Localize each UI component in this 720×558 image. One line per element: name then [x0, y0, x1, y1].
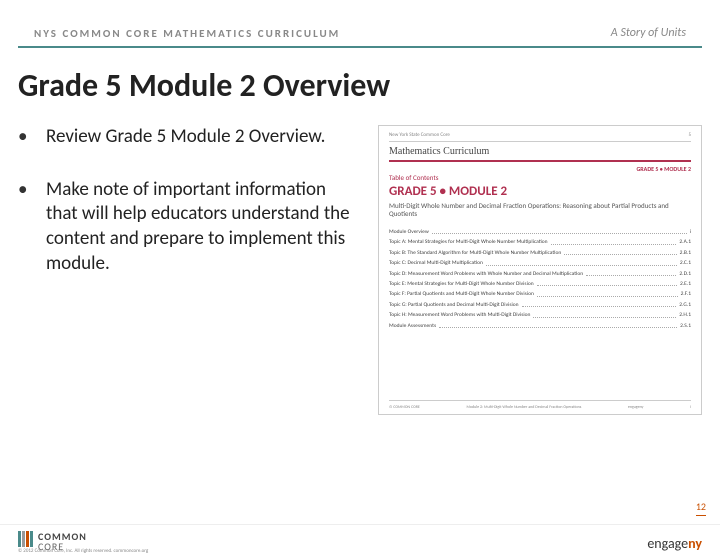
thumb-footer: ⊙ COMMON CORE Module 2: Multi-Digit Whol…	[389, 400, 691, 410]
ny-text: ny	[688, 535, 702, 552]
thumb-grade-module: GRADE 5 • MODULE 2	[389, 184, 691, 199]
thumb-footer-engage: engageny	[628, 405, 644, 410]
engageny-logo: engageny	[647, 535, 702, 552]
header-bar: NYS COMMON CORE MATHEMATICS CURRICULUM A…	[18, 18, 702, 48]
thumb-footer-logo: ⊙ COMMON CORE	[389, 404, 420, 410]
page-title: Grade 5 Module 2 Overview	[18, 66, 720, 105]
thumb-toc-label: Table of Contents	[389, 173, 691, 182]
thumb-footer-page: i	[690, 405, 691, 410]
thumb-top-right: 5	[688, 132, 691, 138]
bullet-text: Make note of important information that …	[46, 178, 358, 277]
copyright-text: © 2012 Common Core, Inc. All rights rese…	[18, 548, 148, 554]
toc-row: Module Assessments2.S.1	[389, 321, 691, 331]
bullet-item: •Review Grade 5 Module 2 Overview.	[18, 125, 358, 150]
thumb-top-bar: New York State Common Core 5	[389, 132, 691, 142]
thumb-subtitle: Multi-Digit Whole Number and Decimal Fra…	[389, 202, 691, 219]
engage-text: engage	[647, 535, 688, 552]
thumb-math-title: Mathematics Curriculum	[389, 146, 691, 157]
bullet-item: •Make note of important information that…	[18, 178, 358, 277]
thumb-top-left: New York State Common Core	[389, 132, 450, 138]
thumb-toc: Module OverviewiTopic A: Mental Strategi…	[389, 227, 691, 331]
header-left: NYS COMMON CORE MATHEMATICS CURRICULUM	[34, 27, 340, 40]
bullet-text: Review Grade 5 Module 2 Overview.	[46, 125, 325, 150]
main-content: •Review Grade 5 Module 2 Overview. •Make…	[18, 125, 702, 415]
bullet-list: •Review Grade 5 Module 2 Overview. •Make…	[18, 125, 358, 415]
document-thumbnail: New York State Common Core 5 Mathematics…	[378, 125, 702, 415]
thumb-footer-text: Module 2: Multi-Digit Whole Number and D…	[467, 405, 582, 410]
page-number: 12	[696, 500, 706, 516]
header-right: A Story of Units	[611, 26, 686, 40]
thumb-grade-tag: GRADE 5 • MODULE 2	[389, 165, 691, 173]
